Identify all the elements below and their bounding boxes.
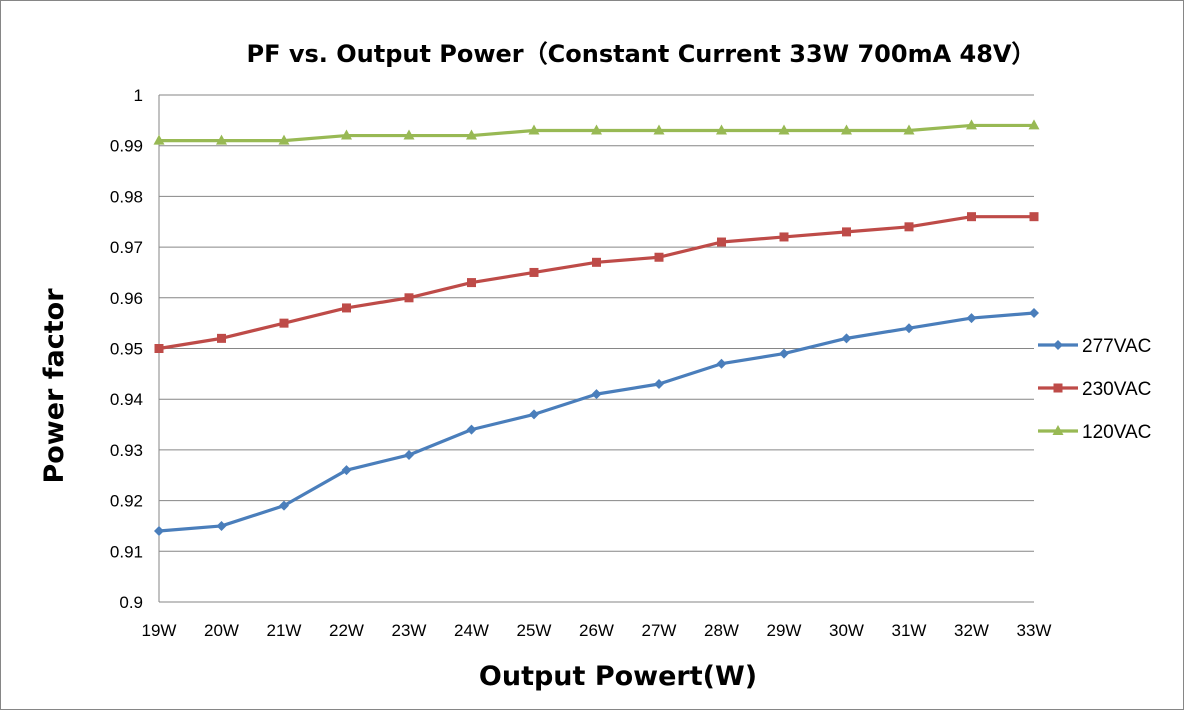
x-tick-label: 29W [767,621,802,640]
x-tick-label: 26W [579,621,614,640]
data-point [217,333,226,343]
legend-item: 230VAC [1038,379,1151,400]
x-tick-label: 20W [204,621,239,640]
y-axis-title: Power factor [39,288,70,484]
x-tick-labels: 19W 20W 21W 22W 23W 24W 25W 26W 27W 28W 29W 30W 31W 3… [142,621,1052,640]
data-point [716,358,727,369]
series-line [158,311,1035,533]
x-axis-title: Output Powert(W) [479,661,757,692]
data-point [529,409,539,420]
series-277VAC [154,308,1039,537]
data-point [966,119,977,130]
y-tick-label: 0.96 [110,289,143,308]
data-point [1053,340,1063,350]
legend-label: 277VAC [1082,336,1151,357]
x-tick-label: 19W [142,621,177,640]
data-point [653,124,665,135]
x-tick-label: 22W [329,621,364,640]
series-120VAC [153,119,1040,145]
data-point [154,344,164,353]
data-point [904,222,914,232]
y-tick-label: 0.99 [110,137,143,156]
x-tick-label: 24W [454,621,489,640]
data-point [592,257,601,267]
data-point [654,252,664,262]
x-tick-label: 32W [954,621,989,640]
y-tick-label: 0.95 [110,340,143,359]
legend-label: 230VAC [1082,379,1151,400]
data-point [841,124,852,135]
data-point [717,237,726,247]
data-point [779,232,789,242]
data-point [841,333,852,344]
y-tick-label: 0.97 [110,238,143,257]
data-point [154,526,164,537]
data-point [153,134,165,145]
y-tick-label: 0.91 [110,542,143,561]
x-tick-label: 23W [392,621,427,640]
data-point [279,500,289,511]
data-point [716,124,727,135]
data-point [778,124,790,135]
data-point [1052,425,1064,435]
data-point [591,124,602,135]
data-point [404,449,414,460]
data-point [967,212,976,222]
y-tick-label: 1 [134,86,143,105]
data-point [654,378,664,389]
series-230VAC [154,212,1039,353]
data-point [1053,383,1063,393]
data-point [403,129,415,140]
series-group [153,119,1040,537]
data-point [342,303,351,313]
data-point [216,520,227,531]
x-tick-label: 21W [267,621,302,640]
data-point [591,389,602,400]
legend-item: 277VAC [1038,336,1151,357]
chart-title: PF vs. Output Power（Constant Current 33W… [246,40,1035,68]
data-point [279,318,289,328]
y-tick-label: 0.98 [110,187,143,206]
x-tick-label: 25W [517,621,552,640]
legend-label: 120VAC [1082,422,1151,443]
y-tick-label: 0.94 [110,390,143,409]
data-point [904,323,914,334]
data-point [1029,308,1039,319]
data-point [842,227,851,237]
data-point [528,124,540,135]
gridlines [159,94,1034,552]
y-tick-label: 0.92 [110,492,143,511]
y-tick-label: 0.9 [119,593,143,612]
x-tick-label: 33W [1017,621,1052,640]
data-point [779,348,789,359]
legend: 277VAC 230VAC 120VAC [1038,336,1151,443]
data-point [341,465,352,476]
data-point [404,293,414,303]
data-point [529,267,539,277]
data-point [1028,119,1040,130]
data-point [466,129,477,140]
x-tick-label: 31W [892,621,927,640]
y-tick-labels: 0.9 0.91 0.92 0.93 0.94 0.95 0.96 0.97 0.98 0.99 1 [110,86,143,612]
data-point [1029,212,1039,222]
x-tick-label: 28W [704,621,739,640]
data-point [467,278,476,288]
x-tick-label: 30W [829,621,864,640]
legend-item: 120VAC [1038,422,1151,443]
data-point [278,134,290,145]
y-tick-label: 0.93 [110,441,143,460]
data-point [966,313,977,324]
data-point [341,129,352,140]
data-point [903,124,915,135]
data-point [466,424,477,435]
x-tick-label: 27W [642,621,677,640]
data-point [216,134,227,145]
